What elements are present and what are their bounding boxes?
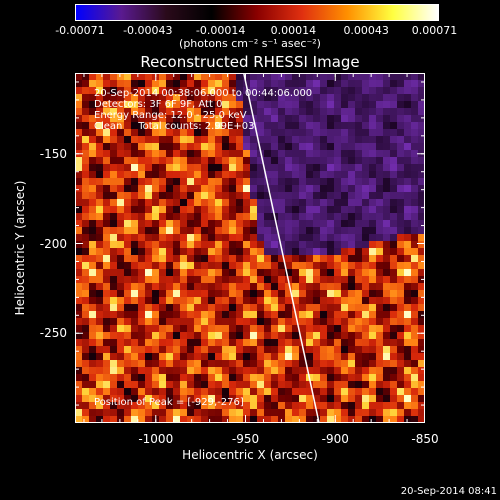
x-tick-marks xyxy=(83,73,425,423)
colorbar-tick-label: 0.00043 xyxy=(343,24,389,37)
colorbar-tick-label: 0.00014 xyxy=(270,24,317,37)
x-tick-label: -850 xyxy=(411,432,439,446)
image-plot-svg xyxy=(75,73,425,423)
y-axis-label: Heliocentric Y (arcsec) xyxy=(13,180,27,316)
plot-title: Reconstructed RHESSI Image xyxy=(140,53,360,71)
image-pixel-grid xyxy=(75,73,425,423)
colorbar-tick-label: -0.00014 xyxy=(195,24,246,37)
colorbar-tick-label: -0.00043 xyxy=(123,24,173,37)
y-tick-label: -200 xyxy=(39,236,67,251)
info-clean-counts: Clean Total counts: 2.99E+03 xyxy=(94,121,255,132)
x-tick-label: -1000 xyxy=(138,432,174,446)
solar-limb-line xyxy=(242,73,320,423)
colorbar-unit-label: (photons cm⁻² s⁻¹ asec⁻²) xyxy=(179,37,321,50)
image-plot[interactable] xyxy=(75,73,425,423)
y-tick-label: -150 xyxy=(39,146,67,161)
y-tick-label: -250 xyxy=(39,326,67,341)
colorbar-tick-label: -0.00071 xyxy=(55,24,105,37)
x-tick-label: -900 xyxy=(321,432,349,446)
info-energy-range: Energy Range: 12.0 - 25.0 keV xyxy=(94,110,247,121)
info-time-range: 20-Sep-2014 00:38:06.000 to 00:44:06.000 xyxy=(94,88,313,99)
info-peak-position: Position of Peak = [-929,-276] xyxy=(94,397,244,408)
colorbar xyxy=(75,4,439,21)
y-tick-marks xyxy=(75,81,425,406)
footer-timestamp: 20-Sep-2014 08:41 xyxy=(400,486,497,497)
x-tick-label: -950 xyxy=(231,432,260,446)
plot-border xyxy=(75,73,425,423)
info-detectors: Detectors: 3F 6F 9F, Att 0 xyxy=(94,99,223,110)
colorbar-tick-label: 0.00071 xyxy=(411,24,458,37)
x-axis-label: Heliocentric X (arcsec) xyxy=(182,448,318,462)
